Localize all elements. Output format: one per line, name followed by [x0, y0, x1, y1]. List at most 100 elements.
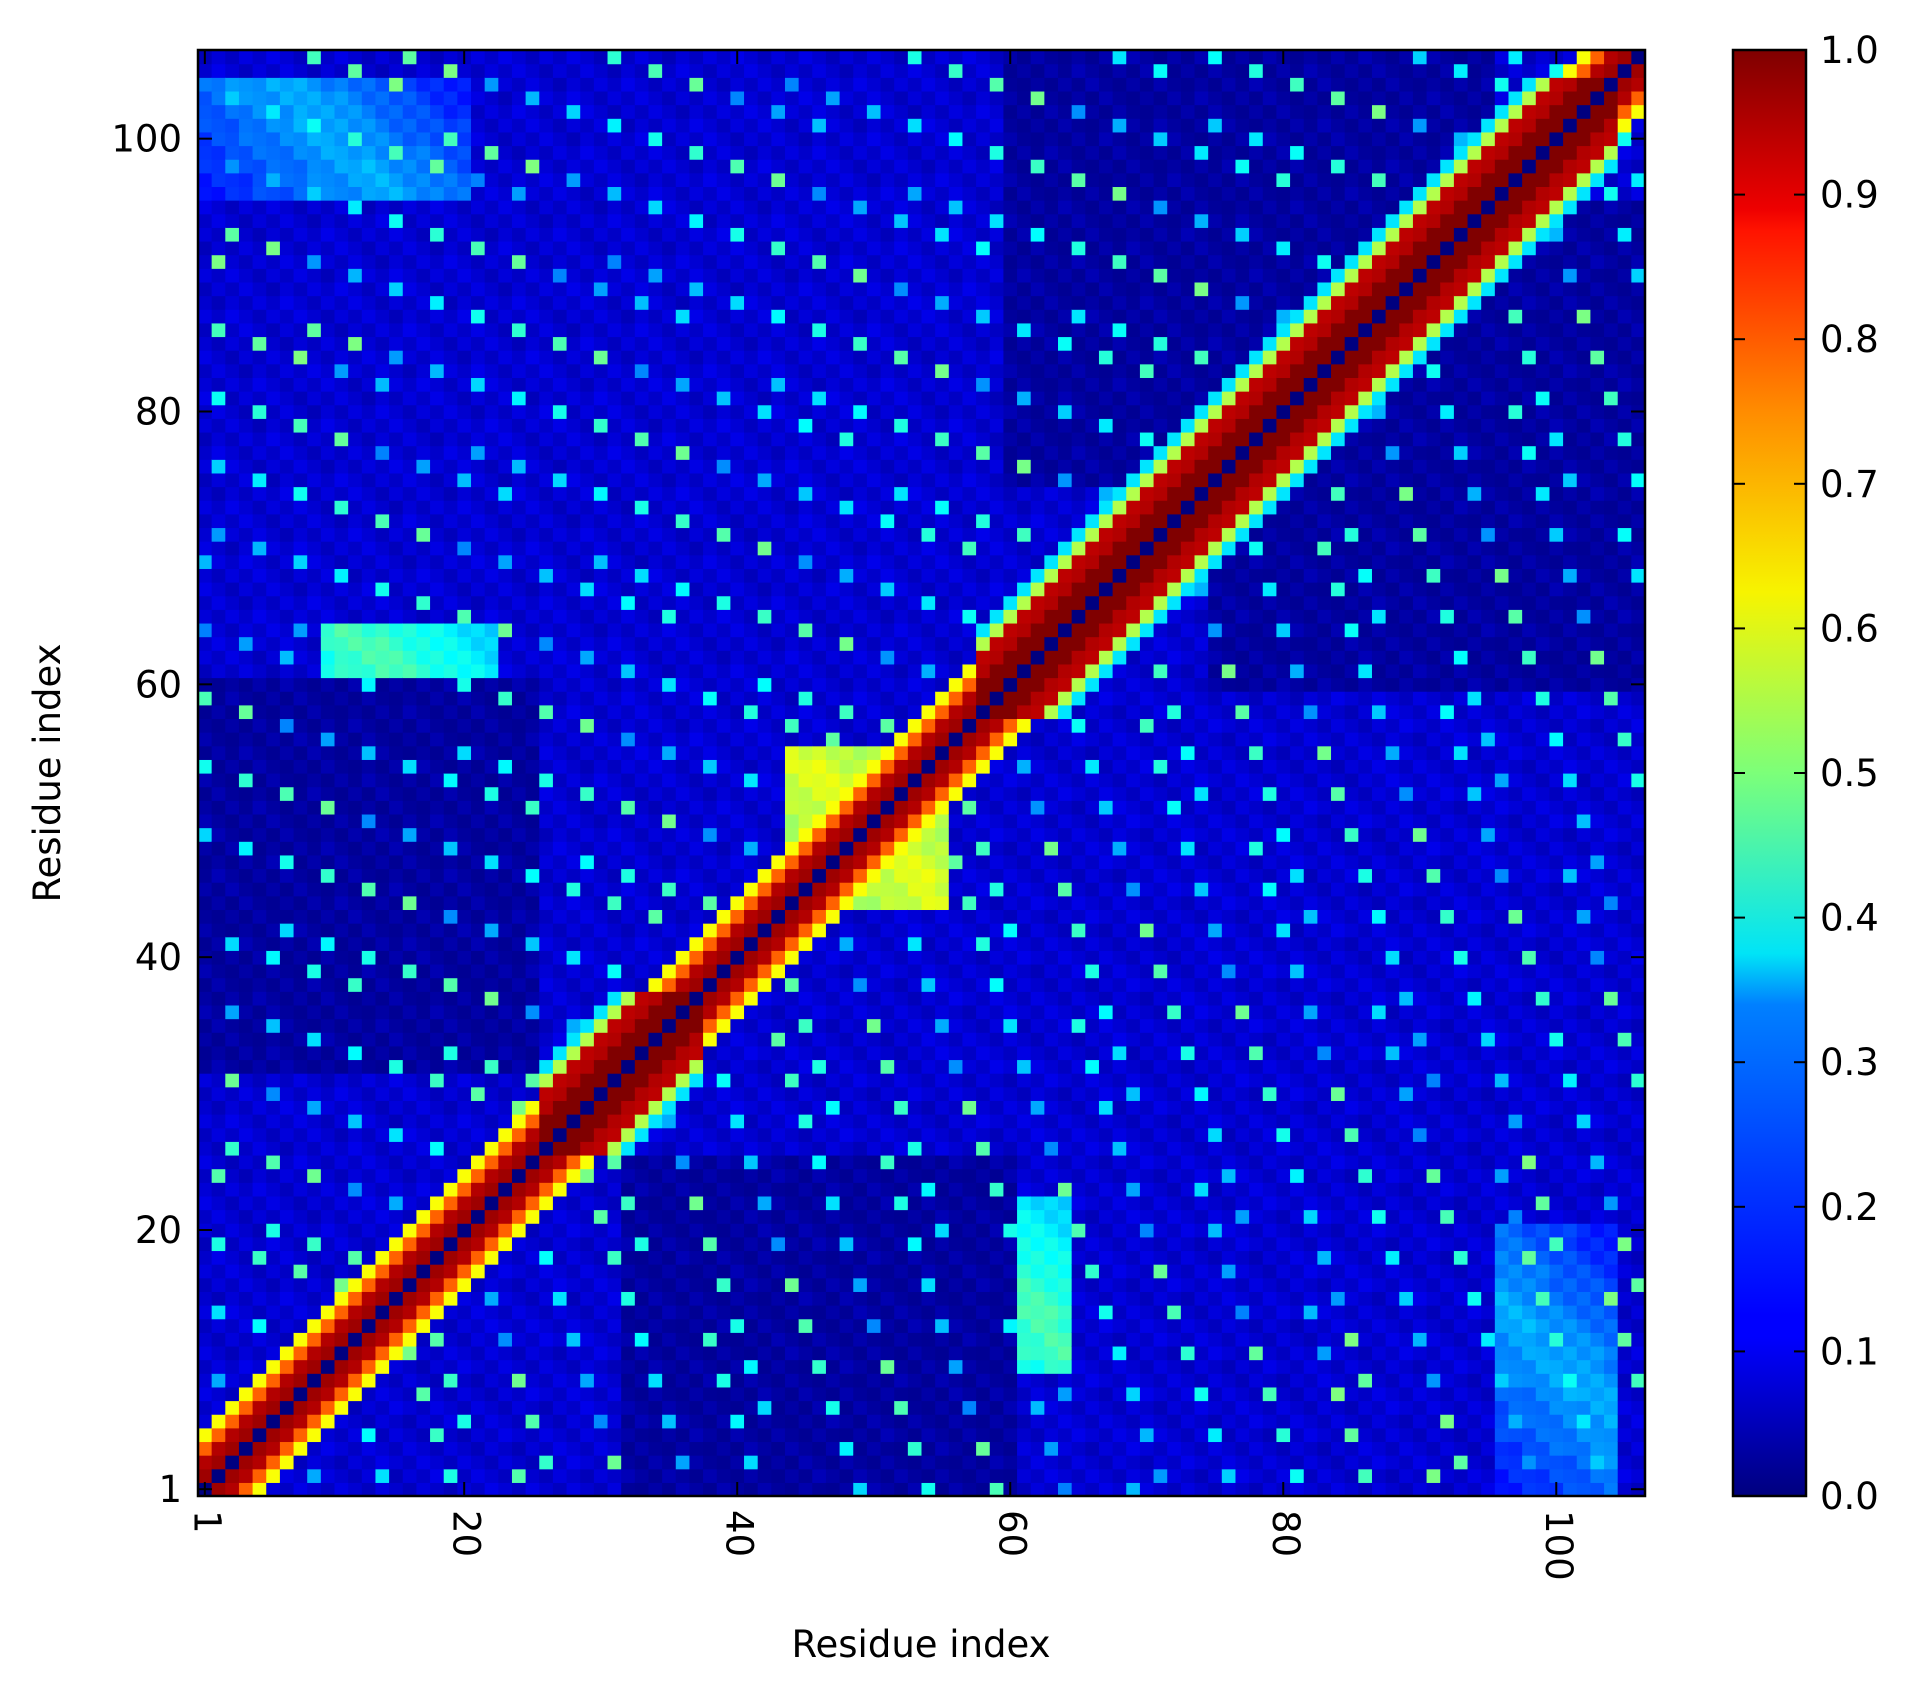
heatmap-cell	[525, 882, 540, 897]
heatmap-cell	[511, 172, 527, 188]
heatmap-cell	[443, 841, 458, 856]
heatmap-cell	[238, 159, 254, 174]
heatmap-cell	[771, 677, 786, 692]
heatmap-cell	[293, 950, 308, 965]
heatmap-cell	[539, 554, 554, 569]
heatmap-cell	[198, 773, 213, 788]
heatmap-cell	[252, 1154, 267, 1170]
heatmap-cell	[348, 1073, 363, 1088]
heatmap-cell	[771, 459, 786, 474]
heatmap-cell	[443, 1373, 458, 1388]
heatmap-cell	[498, 1373, 513, 1388]
heatmap-cell	[593, 472, 609, 488]
heatmap-cell	[348, 1318, 363, 1333]
heatmap-cell	[279, 773, 295, 788]
heatmap-cell	[784, 786, 800, 801]
heatmap-cell	[457, 582, 472, 597]
heatmap-cell	[539, 227, 554, 242]
heatmap-cell	[593, 977, 609, 992]
heatmap-cell	[784, 1250, 800, 1265]
heatmap-cell	[498, 1141, 513, 1156]
heatmap-cell	[662, 1073, 677, 1088]
heatmap-cell	[211, 936, 226, 951]
heatmap-cell	[798, 513, 813, 529]
heatmap-cell	[825, 77, 841, 92]
heatmap-cell	[484, 472, 499, 488]
heatmap-cell	[293, 677, 308, 692]
heatmap-cell	[593, 650, 609, 665]
heatmap-cell	[580, 213, 595, 228]
heatmap-cell	[730, 882, 745, 897]
heatmap-cell	[525, 582, 540, 597]
heatmap-cell	[225, 1018, 240, 1033]
heatmap-cell	[539, 636, 554, 651]
heatmap-cell	[621, 1386, 636, 1402]
heatmap-cell	[334, 1100, 349, 1115]
heatmap-cell	[580, 186, 595, 201]
heatmap-cell	[375, 1182, 390, 1197]
heatmap-cell	[443, 1427, 458, 1443]
heatmap-cell	[552, 568, 568, 583]
heatmap-cell	[539, 1114, 554, 1129]
heatmap-cell	[744, 1018, 759, 1033]
heatmap-cell	[252, 254, 267, 269]
heatmap-cell	[471, 227, 486, 242]
heatmap-cell	[839, 1427, 854, 1443]
heatmap-cell	[430, 1305, 445, 1320]
heatmap-cell	[703, 677, 718, 692]
heatmap-cell	[757, 1427, 772, 1443]
heatmap-cell	[566, 691, 581, 706]
heatmap-cell	[471, 445, 486, 460]
heatmap-cell	[238, 213, 254, 228]
heatmap-cell	[593, 459, 609, 474]
heatmap-cell	[334, 431, 349, 447]
heatmap-cell	[812, 186, 827, 201]
heatmap-cell	[375, 1032, 390, 1047]
heatmap-cell	[307, 404, 322, 419]
heatmap-cell	[580, 1264, 595, 1279]
heatmap-cell	[744, 1114, 759, 1129]
heatmap-cell	[457, 1455, 472, 1470]
heatmap-cell	[730, 650, 745, 665]
heatmap-cell	[307, 541, 322, 556]
heatmap-cell	[634, 391, 650, 406]
heatmap-cell	[457, 950, 472, 965]
heatmap-cell	[293, 1032, 308, 1047]
heatmap-cell	[689, 1359, 704, 1374]
heatmap-cell	[307, 1277, 322, 1292]
heatmap-cell	[648, 90, 663, 106]
heatmap-cell	[348, 1127, 363, 1142]
heatmap-cell	[621, 486, 636, 501]
heatmap-cell	[361, 500, 377, 515]
heatmap-cell	[648, 431, 663, 447]
heatmap-cell	[580, 1141, 595, 1156]
heatmap-cell	[703, 1318, 718, 1333]
heatmap-cell	[238, 786, 254, 801]
heatmap-cell	[730, 1441, 745, 1456]
heatmap-cell	[457, 841, 472, 856]
heatmap-cell	[703, 1168, 718, 1183]
heatmap-cell	[771, 1182, 786, 1197]
heatmap-cell	[825, 363, 841, 378]
heatmap-cell	[402, 1223, 418, 1238]
heatmap-cell	[211, 827, 226, 842]
heatmap-cell	[211, 322, 226, 338]
heatmap-cell	[716, 350, 731, 365]
heatmap-cell	[825, 923, 841, 938]
heatmap-cell	[798, 172, 813, 188]
heatmap-cell	[675, 295, 691, 310]
heatmap-cell	[648, 472, 663, 488]
heatmap-cell	[348, 1455, 363, 1470]
heatmap-cell	[293, 1127, 308, 1142]
heatmap-cell	[566, 663, 581, 679]
heatmap-cell	[716, 1414, 731, 1429]
heatmap-cell	[252, 1277, 267, 1292]
heatmap-cell	[798, 1386, 813, 1402]
heatmap-cell	[744, 322, 759, 338]
heatmap-cell	[361, 636, 377, 651]
heatmap-cell	[198, 691, 213, 706]
heatmap-cell	[498, 1209, 513, 1224]
heatmap-cell	[621, 1195, 636, 1211]
heatmap-cell	[580, 568, 595, 583]
heatmap-cell	[716, 431, 731, 447]
